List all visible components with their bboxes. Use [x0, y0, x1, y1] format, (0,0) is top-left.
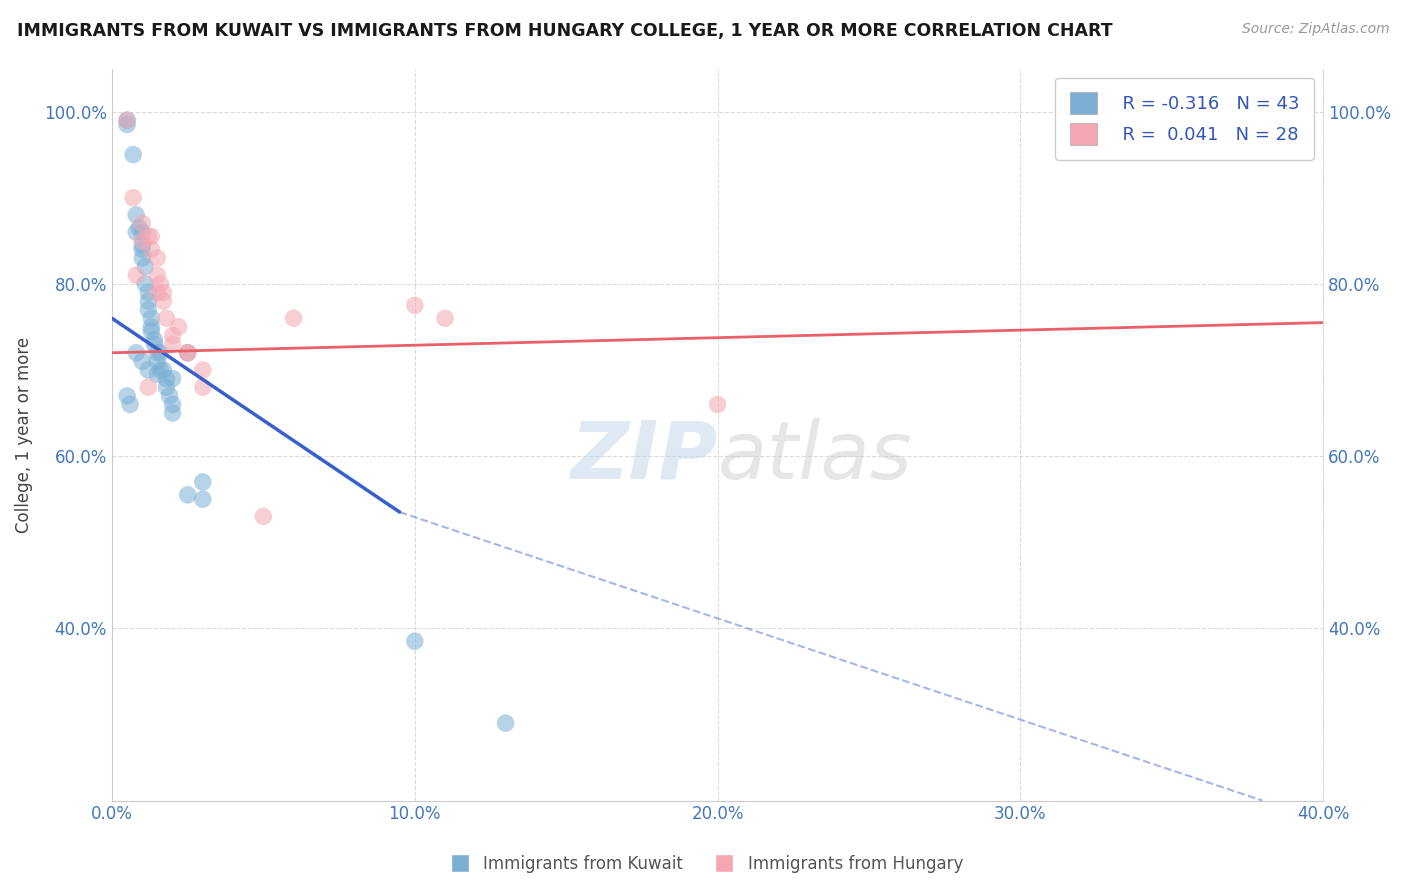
Point — [131, 217, 153, 231]
Point — [120, 397, 142, 411]
Point — [162, 406, 184, 420]
Point — [176, 345, 198, 359]
Point — [167, 319, 190, 334]
Point — [191, 363, 214, 377]
Point — [128, 220, 150, 235]
Point — [155, 380, 177, 394]
Point — [152, 294, 174, 309]
Point — [149, 345, 172, 359]
Point — [143, 337, 166, 351]
Point — [149, 363, 172, 377]
Text: IMMIGRANTS FROM KUWAIT VS IMMIGRANTS FROM HUNGARY COLLEGE, 1 YEAR OR MORE CORREL: IMMIGRANTS FROM KUWAIT VS IMMIGRANTS FRO… — [17, 22, 1112, 40]
Point — [152, 363, 174, 377]
Point — [131, 225, 153, 239]
Point — [146, 251, 169, 265]
Point — [252, 509, 274, 524]
Point — [176, 345, 198, 359]
Point — [131, 234, 153, 248]
Point — [115, 389, 138, 403]
Point — [115, 118, 138, 132]
Point — [176, 488, 198, 502]
Point — [191, 492, 214, 507]
Text: ZIP: ZIP — [571, 417, 717, 496]
Point — [131, 243, 153, 257]
Point — [125, 345, 148, 359]
Y-axis label: College, 1 year or more: College, 1 year or more — [15, 336, 32, 533]
Point — [136, 363, 159, 377]
Point — [131, 238, 153, 252]
Point — [115, 113, 138, 128]
Point — [146, 354, 169, 368]
Point — [176, 345, 198, 359]
Point — [141, 311, 163, 326]
Text: atlas: atlas — [717, 417, 912, 496]
Point — [136, 285, 159, 300]
Legend:   R = -0.316   N = 43,   R =  0.041   N = 28: R = -0.316 N = 43, R = 0.041 N = 28 — [1054, 78, 1315, 160]
Point — [143, 333, 166, 347]
Point — [141, 243, 163, 257]
Point — [404, 634, 426, 648]
Point — [152, 285, 174, 300]
Point — [146, 345, 169, 359]
Point — [115, 113, 138, 128]
Point — [495, 716, 517, 731]
Legend: Immigrants from Kuwait, Immigrants from Hungary: Immigrants from Kuwait, Immigrants from … — [436, 848, 970, 880]
Point — [134, 260, 156, 274]
Point — [141, 324, 163, 338]
Point — [131, 354, 153, 368]
Point — [141, 229, 163, 244]
Point — [149, 277, 172, 291]
Point — [162, 397, 184, 411]
Point — [134, 277, 156, 291]
Point — [162, 328, 184, 343]
Point — [131, 251, 153, 265]
Point — [404, 298, 426, 312]
Point — [283, 311, 305, 326]
Point — [155, 371, 177, 385]
Point — [136, 294, 159, 309]
Point — [162, 337, 184, 351]
Text: Source: ZipAtlas.com: Source: ZipAtlas.com — [1241, 22, 1389, 37]
Point — [146, 285, 169, 300]
Point — [159, 389, 181, 403]
Point — [146, 368, 169, 382]
Point — [191, 380, 214, 394]
Point — [434, 311, 457, 326]
Point — [125, 225, 148, 239]
Point — [136, 302, 159, 317]
Point — [141, 319, 163, 334]
Point — [162, 371, 184, 385]
Point — [136, 229, 159, 244]
Point — [125, 268, 148, 283]
Point — [146, 268, 169, 283]
Point — [136, 380, 159, 394]
Point — [125, 208, 148, 222]
Point — [122, 191, 145, 205]
Point — [191, 475, 214, 489]
Point — [122, 147, 145, 161]
Point — [155, 311, 177, 326]
Point — [706, 397, 728, 411]
